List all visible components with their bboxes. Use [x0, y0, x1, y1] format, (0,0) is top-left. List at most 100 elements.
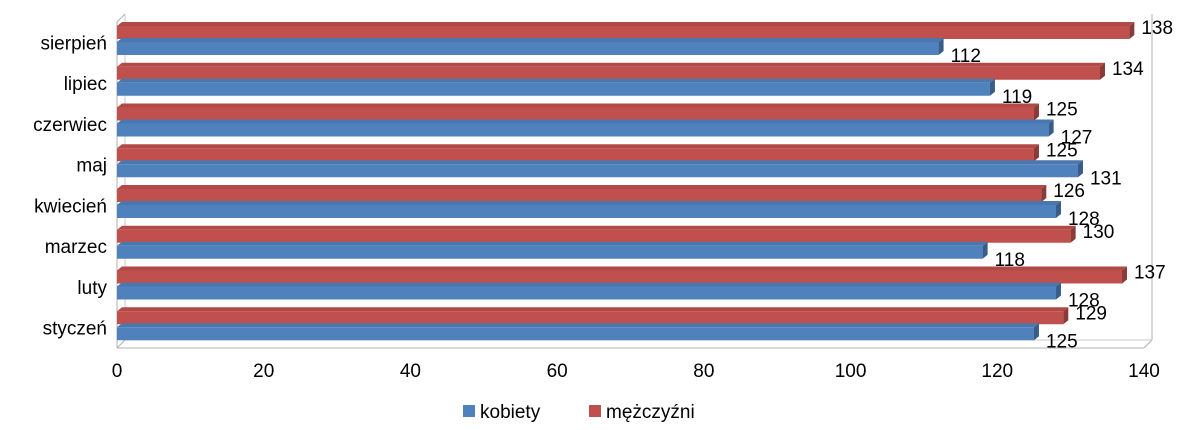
bar-kobiety-maj [117, 160, 1083, 178]
bar-kobiety-kwiecien [117, 201, 1061, 218]
bar-front-face [117, 66, 1100, 80]
bar-front-face [117, 107, 1034, 121]
x-tick-label: 120 [981, 361, 1013, 382]
x-tick-label: 40 [400, 361, 421, 382]
data-label-mezczyzni-marzec: 130 [1083, 222, 1115, 243]
bar-side-face [1129, 22, 1135, 39]
bar-top-face [117, 38, 944, 42]
bar-front-face [117, 42, 939, 55]
bar-front-face [117, 26, 1130, 39]
bar-kobiety-luty [117, 282, 1061, 300]
frame-edge [116, 339, 126, 349]
data-label-mezczyzni-sierpien: 138 [1141, 18, 1173, 39]
x-tick-label-group: 0 20 40 60 80 100 120 140 [112, 361, 1160, 382]
bar-kobiety-marzec [117, 241, 988, 259]
bar-side-face [1033, 103, 1039, 121]
data-label-kobiety-luty: 128 [1068, 291, 1100, 312]
bar-side-face [938, 38, 944, 55]
frame-edge [1143, 339, 1153, 349]
bar-front-face [117, 270, 1122, 284]
data-label-mezczyzni-maj: 125 [1046, 140, 1078, 161]
bar-front-face [117, 148, 1034, 162]
category-label-marzec: marzec [45, 237, 107, 258]
bar-front-face [117, 205, 1056, 218]
bar-top-face [117, 282, 1061, 287]
bar-kobiety-sierpien [117, 38, 944, 55]
data-label-mezczyzni-luty: 137 [1134, 263, 1166, 284]
data-label-group: 1291251371281301181261281251311251271341… [951, 18, 1173, 352]
legend-label-kobiety: kobiety [480, 402, 541, 423]
data-label-kobiety-marzec: 118 [995, 250, 1025, 271]
bar-front-face [117, 245, 983, 259]
bar-kobiety-czerwiec [117, 119, 1054, 137]
data-label-kobiety-czerwiec: 127 [1061, 128, 1093, 149]
bar-side-face [1048, 119, 1054, 137]
bar-kobiety-styczen [117, 323, 1039, 341]
bar-front-face [117, 327, 1034, 341]
bar-top-face [117, 22, 1135, 26]
x-tick-label: 20 [253, 361, 274, 382]
bar-side-face [1099, 62, 1105, 80]
bar-front-face [117, 164, 1078, 178]
x-tick-label: 60 [547, 361, 568, 382]
bar-side-face [1070, 225, 1076, 243]
bar-front-face [117, 286, 1056, 300]
bar-mezczyzni-sierpien [117, 22, 1135, 39]
bar-side-face [1055, 201, 1061, 218]
legend-swatch-kobiety [463, 405, 475, 417]
data-label-kobiety-maj: 131 [1090, 168, 1122, 189]
x-tick-label: 80 [693, 361, 714, 382]
bar-top-face [117, 266, 1127, 271]
bar-side-face [1055, 282, 1061, 300]
bar-mezczyzni-lipiec [117, 62, 1105, 80]
data-label-mezczyzni-styczen: 129 [1075, 303, 1107, 324]
category-label-lipiec: lipiec [64, 74, 107, 95]
bar-mezczyzni-marzec [117, 225, 1076, 243]
bar-top-face [117, 323, 1039, 328]
bar-mezczyzni-kwiecien [117, 185, 1047, 202]
data-label-mezczyzni-kwiecien: 126 [1053, 181, 1085, 202]
bar-top-face [117, 78, 995, 83]
bar-group [117, 22, 1135, 341]
frame-edge [116, 13, 126, 23]
category-label-sierpien: sierpień [40, 33, 107, 54]
bar-top-face [117, 119, 1054, 124]
data-label-kobiety-styczen: 125 [1046, 331, 1078, 352]
bar-top-face [117, 144, 1039, 149]
category-label-group: styczeń luty marzec kwiecień maj czerwiec lipi… [33, 33, 107, 339]
data-label-kobiety-kwiecien: 128 [1068, 209, 1100, 230]
data-label-kobiety-lipiec: 119 [1002, 87, 1032, 108]
bar-top-face [117, 307, 1069, 312]
bar-side-face [1041, 185, 1047, 202]
data-label-kobiety-sierpien: 112 [951, 46, 981, 67]
bar-side-face [1033, 323, 1039, 341]
x-tick-label: 100 [835, 361, 867, 382]
bar-front-face [117, 189, 1042, 202]
x-tick-label: 140 [1128, 361, 1160, 382]
bar-top-face [117, 201, 1061, 205]
bar-top-face [117, 241, 988, 246]
bar-top-face [117, 185, 1047, 189]
legend: kobiety mężczyźni [463, 402, 695, 423]
bar-front-face [117, 123, 1049, 137]
legend-swatch-mezczyzni [589, 405, 601, 417]
bar-side-face [1033, 144, 1039, 162]
category-label-czerwiec: czerwiec [33, 115, 107, 136]
bar-front-face [117, 229, 1071, 243]
bar-mezczyzni-luty [117, 266, 1127, 284]
legend-label-mezczyzni: mężczyźni [606, 402, 695, 423]
bar-top-face [117, 103, 1039, 108]
bar-front-face [117, 311, 1064, 325]
category-label-luty: luty [77, 278, 107, 299]
x-tick-label: 0 [112, 361, 123, 382]
category-label-styczen: styczeń [43, 319, 107, 340]
category-label-kwiecien: kwiecień [34, 196, 107, 217]
bar-kobiety-lipiec [117, 78, 995, 96]
bar-side-face [982, 241, 988, 259]
bar-side-face [989, 78, 995, 96]
bar-side-face [1121, 266, 1127, 284]
bar-top-face [117, 62, 1105, 67]
bar-mezczyzni-maj [117, 144, 1039, 162]
bar-front-face [117, 82, 990, 96]
